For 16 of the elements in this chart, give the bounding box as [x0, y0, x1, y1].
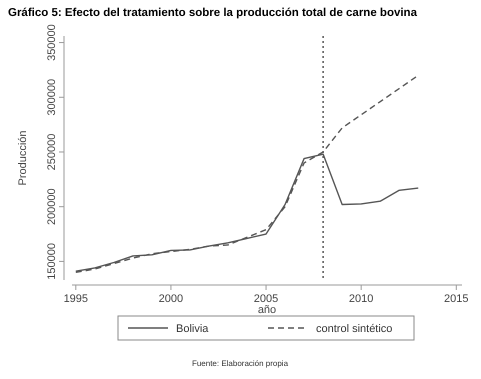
legend-label: control sintético — [316, 323, 392, 335]
y-tick-label: 200000 — [46, 188, 58, 226]
x-tick-label: 2000 — [158, 293, 184, 305]
y-tick-label: 250000 — [46, 134, 58, 170]
y-tick-label: 300000 — [46, 78, 58, 116]
x-tick-label: 1995 — [64, 293, 88, 305]
y-tick-label: 350000 — [46, 24, 58, 61]
y-axis-title: Producción — [17, 130, 29, 186]
legend-label: Bolivia — [176, 323, 210, 335]
source-note: Fuente: Elaboración propia — [192, 359, 289, 368]
x-tick-label: 2005 — [254, 293, 278, 305]
chart-title: Gráfico 5: Efecto del tratamiento sobre la producción total de carne bovina — [8, 7, 418, 19]
x-tick-label: 2010 — [348, 293, 374, 305]
y-tick-label: 150000 — [46, 243, 58, 280]
x-axis-title: año — [258, 304, 276, 316]
x-tick-label: 2015 — [444, 293, 469, 305]
